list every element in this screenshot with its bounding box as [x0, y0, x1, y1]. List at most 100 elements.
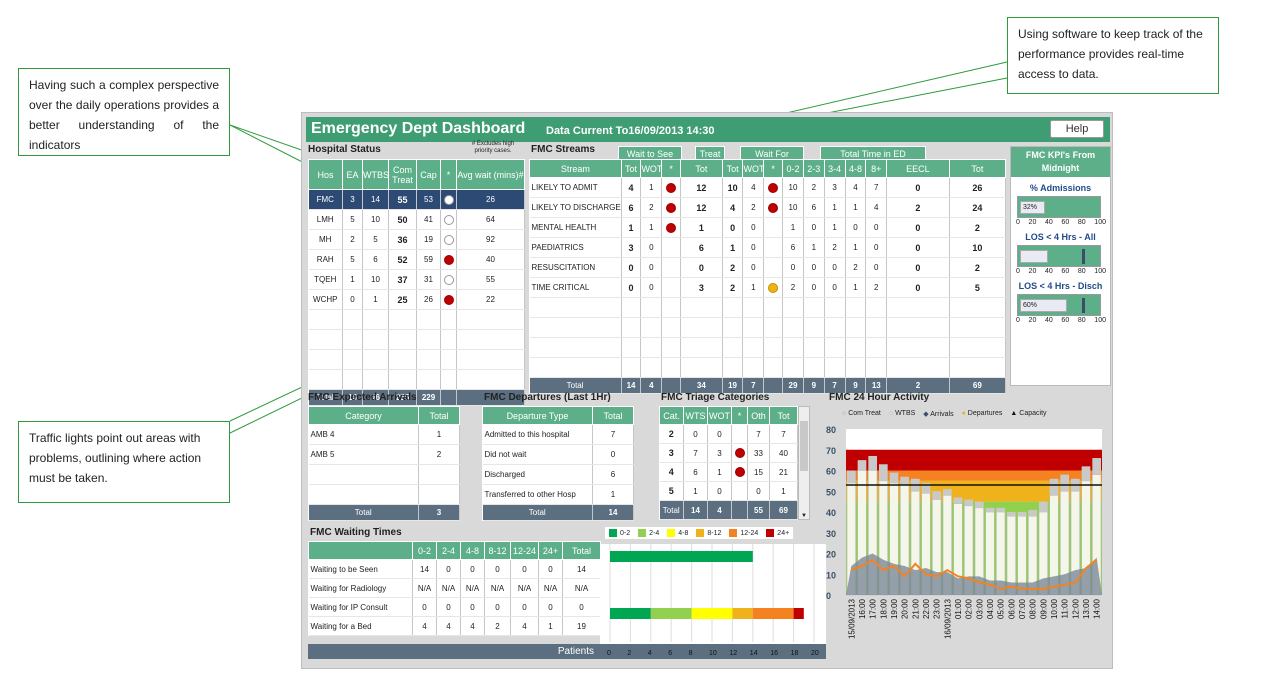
table-cell: [529, 297, 622, 318]
table-row[interactable]: Waiting for Radiology N/A N/A N/A N/A N/A N/A N…: [308, 578, 601, 598]
table-row[interactable]: Waiting for a Bed 4 4 4 2 4 1 19: [308, 616, 601, 636]
table-cell: 7: [747, 424, 770, 444]
table-cell: 64: [456, 209, 525, 230]
table-cell: N/A: [510, 578, 539, 598]
table-cell: 6: [803, 197, 825, 218]
wtbs-bar: [985, 507, 995, 512]
table-cell: 2: [949, 257, 1007, 278]
table-cell: Discharged: [482, 464, 593, 485]
waiting-table: 0-2 2-4 4-8 8-12 12-24 24+ Total Waiting to be …: [308, 541, 601, 636]
tab-wait-to-see[interactable]: Wait to See: [618, 146, 682, 160]
table-cell: [440, 189, 457, 210]
table-row[interactable]: Discharged 6: [482, 464, 634, 485]
table-cell: [621, 337, 642, 358]
table-row[interactable]: MH 2 5 36 19 92: [308, 229, 525, 250]
table-cell: [763, 237, 784, 258]
triage-scrollbar[interactable]: ▼: [798, 406, 810, 520]
table-cell: N/A: [538, 578, 563, 598]
scroll-thumb[interactable]: [800, 421, 808, 471]
table-cell: [640, 337, 663, 358]
table-row[interactable]: [308, 464, 460, 485]
table-row[interactable]: FMC 3 14 55 53 26: [308, 189, 525, 210]
table-row[interactable]: Did not wait 0: [482, 444, 634, 465]
col-header: 12-24: [510, 541, 539, 560]
table-row[interactable]: Transferred to other Hosp 1: [482, 484, 634, 505]
col-header: EA: [342, 159, 363, 190]
table-cell: 0: [436, 559, 461, 579]
table-cell: 0: [886, 217, 950, 238]
scroll-down-icon[interactable]: ▼: [801, 513, 807, 519]
tab-wait-for[interactable]: Wait For: [740, 146, 804, 160]
table-cell: 12: [680, 177, 723, 198]
table-row[interactable]: TIME CRITICAL 0 0 3 2 1 2 0 0 1 2 0 5: [529, 277, 1007, 298]
table-row[interactable]: 3 7 3 33 40: [659, 443, 798, 463]
x-tick-label: 4: [648, 650, 652, 657]
table-cell: 14: [412, 559, 437, 579]
total-cell: 19: [722, 377, 744, 394]
x-tick-label: 16: [770, 650, 778, 657]
table-row[interactable]: RAH 5 6 52 59 40: [308, 249, 525, 270]
table-cell: 2: [342, 229, 363, 250]
table-row[interactable]: LMH 5 10 50 41 64: [308, 209, 525, 230]
kpi-axis-tick: 80: [1077, 317, 1086, 324]
col-header: WOT: [640, 159, 662, 178]
table-cell: [456, 309, 525, 330]
table-row[interactable]: [308, 484, 460, 505]
table-row[interactable]: Admitted to this hospital 7: [482, 424, 634, 445]
kpi-label: LOS < 4 Hrs - All: [1025, 232, 1096, 242]
help-button[interactable]: Help: [1050, 120, 1104, 138]
x-tick-label: 08:00: [1029, 598, 1038, 619]
table-row[interactable]: RESUSCITATION 0 0 0 2 0 0 0 0 2 0 0 2: [529, 257, 1007, 278]
table-cell: 1: [707, 462, 732, 482]
col-header: Cap: [416, 159, 441, 190]
table-cell: 4: [510, 616, 539, 636]
table-cell: [440, 209, 457, 230]
kpi-axis-tick: 20: [1028, 317, 1037, 324]
table-cell: [529, 337, 622, 358]
legend-swatch: [638, 529, 647, 537]
hospital-note: # Excludes high priority cases.: [471, 141, 515, 154]
table-row[interactable]: LIKELY TO ADMIT 4 1 12 10 4 10 2 3 4 7 0 26: [529, 177, 1007, 198]
col-header: Com Treat: [388, 159, 417, 190]
table-cell: N/A: [460, 578, 485, 598]
tab-total-time-in-ed[interactable]: Total Time in ED: [820, 146, 926, 160]
table-cell: 1: [680, 217, 723, 238]
total-cell: 9: [803, 377, 825, 394]
departures-table: Departure Type Total Admitted to this hosp…: [482, 406, 634, 521]
table-cell: 7: [592, 424, 634, 445]
table-row[interactable]: WCHP 0 1 25 26 22: [308, 289, 525, 310]
table-row[interactable]: PAEDIATRICS 3 0 6 1 0 6 1 2 1 0 0 10: [529, 237, 1007, 258]
wtbs-bar: [943, 489, 952, 496]
table-row[interactable]: LIKELY TO DISCHARGE 6 2 12 4 2 10 6 1 1 4 2 24: [529, 197, 1007, 218]
table-cell: [763, 297, 784, 318]
kpi-axis-tick: 40: [1044, 317, 1053, 324]
empty-row: [529, 297, 1007, 318]
wtbs-bar: [1092, 458, 1101, 475]
table-cell: [416, 309, 441, 330]
table-cell: 0: [621, 257, 642, 278]
x-tick-label: 21:00: [911, 598, 920, 619]
table-cell: Waiting for Radiology: [308, 578, 413, 598]
table-row[interactable]: TQEH 1 10 37 31 55: [308, 269, 525, 290]
empty-row: [529, 337, 1007, 358]
tab-treat[interactable]: Treat: [695, 146, 725, 160]
table-cell: [763, 197, 784, 218]
table-cell: [388, 349, 417, 370]
x-tick-label: 2: [627, 650, 631, 657]
table-row[interactable]: MENTAL HEALTH 1 1 1 0 0 1 0 1 0 0 0 2: [529, 217, 1007, 238]
x-tick-label: 15/09/2013: [847, 598, 856, 639]
table-row[interactable]: Waiting to be Seen 14 0 0 0 0 0 14: [308, 559, 601, 579]
table-row[interactable]: 4 6 1 15 21: [659, 462, 798, 482]
table-cell: 0: [592, 444, 634, 465]
table-cell: [661, 217, 681, 238]
table-cell: 1: [418, 424, 460, 445]
table-cell: 1: [742, 277, 765, 298]
table-row[interactable]: Waiting for IP Consult 0 0 0 0 0 0 0: [308, 597, 601, 617]
table-cell: 41: [416, 209, 441, 230]
kpi-fill: 60%: [1020, 299, 1067, 312]
x-tick-label: 05:00: [997, 598, 1006, 619]
